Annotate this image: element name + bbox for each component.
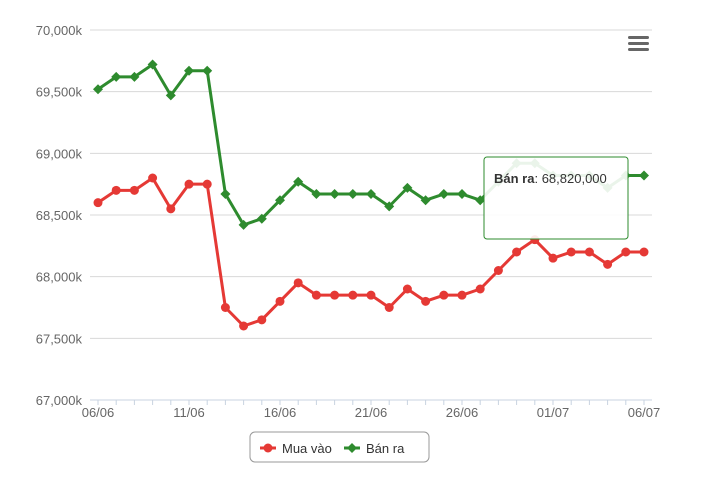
x-tick-label: 16/06 xyxy=(264,405,297,420)
data-point[interactable] xyxy=(239,321,249,331)
tooltip-series-label: Bán ra xyxy=(494,171,535,186)
data-point[interactable] xyxy=(184,65,194,76)
data-point[interactable] xyxy=(384,201,395,212)
data-point[interactable] xyxy=(129,185,139,195)
y-tick-label: 67,000k xyxy=(36,393,83,408)
data-point[interactable] xyxy=(111,185,121,195)
legend-marker xyxy=(263,443,273,453)
data-point[interactable] xyxy=(512,247,522,257)
legend-label: Mua vào xyxy=(282,441,332,456)
data-point[interactable] xyxy=(293,176,304,187)
data-point[interactable] xyxy=(584,247,594,257)
y-tick-label: 69,000k xyxy=(36,146,83,161)
x-tick-label: 26/06 xyxy=(446,405,479,420)
data-point[interactable] xyxy=(457,189,467,200)
legend-box xyxy=(249,431,430,463)
data-point[interactable] xyxy=(384,303,394,312)
data-point[interactable] xyxy=(257,315,267,325)
data-point[interactable] xyxy=(165,90,176,101)
x-tick-label: 21/06 xyxy=(355,405,388,420)
data-point[interactable] xyxy=(129,71,140,82)
data-point[interactable] xyxy=(111,71,122,82)
data-point[interactable] xyxy=(639,170,649,181)
x-tick-label: 06/07 xyxy=(628,405,661,420)
data-point[interactable] xyxy=(311,290,321,300)
data-point[interactable] xyxy=(421,296,431,306)
tooltip-text: Bán ra: 68,820,000 xyxy=(494,171,607,186)
y-tick-label: 68,500k xyxy=(36,208,83,223)
data-point[interactable] xyxy=(166,204,176,214)
data-point[interactable] xyxy=(621,247,631,257)
data-point[interactable] xyxy=(566,247,576,257)
data-point[interactable] xyxy=(93,198,103,208)
legend-item-ban-ra[interactable]: Bán ra xyxy=(344,441,405,456)
tooltip-value: 68,820,000 xyxy=(542,171,607,186)
data-point[interactable] xyxy=(275,296,285,306)
data-point[interactable] xyxy=(420,195,431,206)
data-point[interactable] xyxy=(184,179,194,189)
data-point[interactable] xyxy=(366,189,376,200)
data-point[interactable] xyxy=(293,278,303,288)
data-point[interactable] xyxy=(548,253,558,263)
data-point[interactable] xyxy=(493,266,503,275)
y-tick-label: 70,000k xyxy=(36,23,83,38)
data-point[interactable] xyxy=(148,173,158,183)
tooltip: Bán ra: 68,820,000 xyxy=(483,156,629,240)
data-point[interactable] xyxy=(348,290,358,300)
data-point[interactable] xyxy=(457,290,467,300)
data-point[interactable] xyxy=(202,179,212,189)
legend-label: Bán ra xyxy=(366,441,405,456)
y-tick-label: 67,500k xyxy=(36,331,83,346)
data-point[interactable] xyxy=(202,65,213,76)
data-point[interactable] xyxy=(639,247,649,257)
x-tick-label: 11/06 xyxy=(173,405,205,420)
data-point[interactable] xyxy=(220,189,231,200)
series-layer xyxy=(93,59,649,331)
data-point[interactable] xyxy=(329,189,340,200)
data-point[interactable] xyxy=(275,195,285,206)
data-point[interactable] xyxy=(220,303,230,312)
data-point[interactable] xyxy=(439,290,449,300)
data-point[interactable] xyxy=(603,259,613,269)
data-point[interactable] xyxy=(402,284,412,294)
legend[interactable]: Mua vào Bán ra xyxy=(249,431,430,463)
data-point[interactable] xyxy=(238,219,249,230)
data-point[interactable] xyxy=(147,59,158,70)
data-point[interactable] xyxy=(438,189,449,200)
x-tick-label: 01/07 xyxy=(537,405,570,420)
y-tick-label: 68,000k xyxy=(36,270,83,285)
legend-marker xyxy=(347,443,357,453)
data-point[interactable] xyxy=(311,189,322,200)
data-point[interactable] xyxy=(330,290,340,300)
grid xyxy=(90,29,652,339)
data-point[interactable] xyxy=(93,84,103,95)
tooltip-separator: : xyxy=(534,171,541,186)
axes: 67,000k 67,500k 68,000k 68,500k 69,000k 69,50… xyxy=(36,23,661,420)
data-point[interactable] xyxy=(366,290,376,300)
data-point[interactable] xyxy=(347,189,358,200)
series-ban-ra xyxy=(93,59,649,230)
y-tick-label: 69,500k xyxy=(36,85,83,100)
data-point[interactable] xyxy=(256,213,267,224)
data-point[interactable] xyxy=(402,182,413,193)
data-point[interactable] xyxy=(475,284,485,294)
x-tick-label: 06/06 xyxy=(82,405,115,420)
hamburger-menu-icon[interactable] xyxy=(628,36,649,51)
legend-item-mua-vao[interactable]: Mua vào xyxy=(260,441,332,456)
data-point[interactable] xyxy=(475,195,486,206)
tooltip-box xyxy=(483,156,629,240)
